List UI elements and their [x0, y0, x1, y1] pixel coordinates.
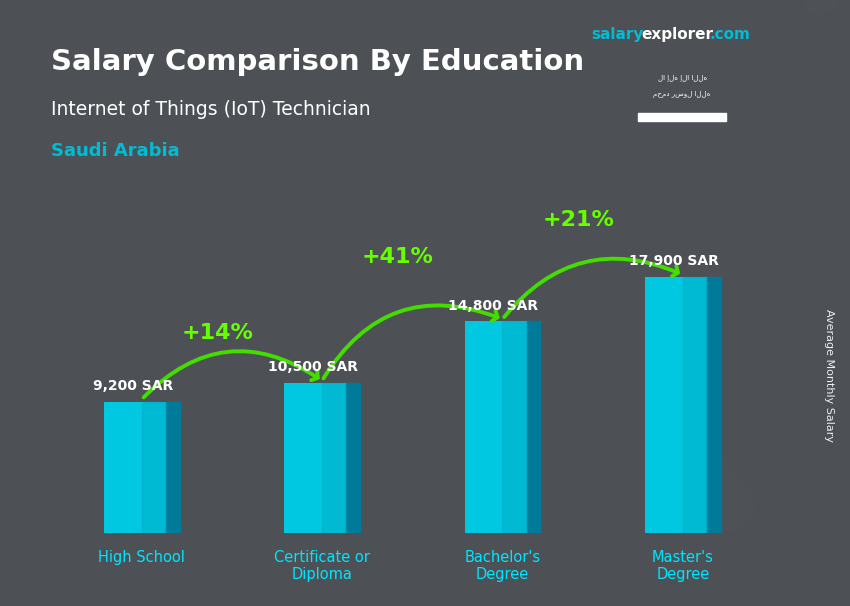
Text: explorer: explorer: [642, 27, 714, 42]
Text: 9,200 SAR: 9,200 SAR: [93, 379, 173, 393]
Polygon shape: [502, 321, 527, 533]
Text: Salary Comparison By Education: Salary Comparison By Education: [51, 48, 584, 76]
Text: محمد رسول الله: محمد رسول الله: [654, 91, 711, 98]
Text: +14%: +14%: [182, 323, 253, 343]
Text: .com: .com: [710, 27, 751, 42]
Text: لا إله إلا الله: لا إله إلا الله: [658, 74, 706, 81]
Text: +21%: +21%: [542, 210, 614, 230]
Text: +41%: +41%: [362, 247, 434, 267]
Bar: [638, 113, 726, 121]
Bar: [284, 383, 360, 533]
Text: 10,500 SAR: 10,500 SAR: [268, 361, 358, 375]
Polygon shape: [322, 383, 346, 533]
Text: Internet of Things (IoT) Technician: Internet of Things (IoT) Technician: [51, 100, 371, 119]
Bar: [104, 402, 179, 533]
Bar: [465, 321, 541, 533]
Polygon shape: [683, 277, 707, 533]
Polygon shape: [707, 277, 721, 533]
Text: 14,800 SAR: 14,800 SAR: [448, 299, 539, 313]
Text: Saudi Arabia: Saudi Arabia: [51, 142, 179, 161]
Polygon shape: [527, 321, 541, 533]
Polygon shape: [346, 383, 360, 533]
Polygon shape: [142, 402, 166, 533]
Text: 17,900 SAR: 17,900 SAR: [629, 255, 719, 268]
Text: salary: salary: [591, 27, 643, 42]
Bar: [645, 277, 721, 533]
Polygon shape: [166, 402, 179, 533]
Text: Average Monthly Salary: Average Monthly Salary: [824, 309, 834, 442]
